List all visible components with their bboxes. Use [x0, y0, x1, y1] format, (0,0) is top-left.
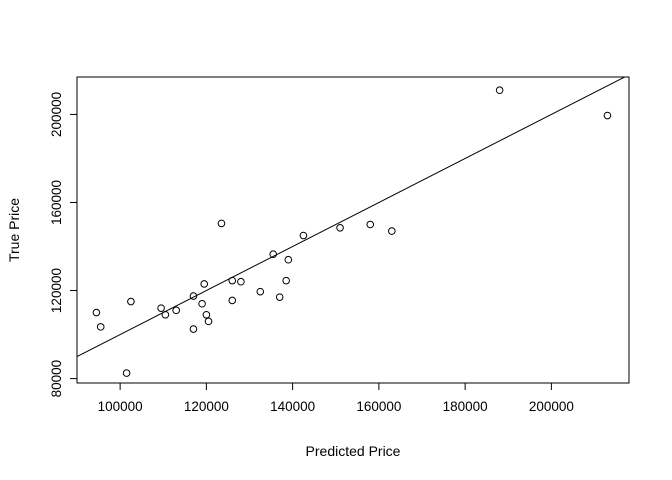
y-axis: 80000 120000 160000 200000 [49, 92, 78, 398]
plot-frame [76, 76, 630, 384]
data-point [200, 280, 209, 288]
data-point [157, 304, 165, 312]
data-point [92, 308, 101, 317]
data-point [189, 325, 198, 333]
data-point [284, 255, 293, 264]
data-point [256, 287, 265, 296]
data-point [237, 277, 245, 286]
data-point [202, 310, 211, 319]
data-point [388, 227, 396, 235]
x-tick-label: 180000 [443, 399, 488, 414]
data-point [127, 297, 135, 306]
data-point [228, 296, 237, 305]
y-tick-label: 160000 [49, 180, 64, 225]
data-point [366, 220, 375, 229]
data-point [269, 250, 278, 259]
data-point [495, 86, 504, 95]
data-point [172, 306, 180, 315]
x-axis-title: Predicted Price [306, 443, 401, 459]
data-point [198, 299, 206, 308]
y-tick-label: 200000 [49, 92, 64, 137]
data-point [161, 310, 170, 319]
x-tick-label: 160000 [356, 399, 401, 414]
data-point [228, 276, 237, 285]
data-point [122, 369, 131, 377]
data-point [282, 276, 290, 285]
x-tick-label: 200000 [529, 399, 574, 414]
data-point [603, 111, 612, 120]
y-tick-label: 120000 [49, 268, 64, 313]
x-tick-label: 140000 [270, 399, 315, 414]
data-point [217, 219, 226, 228]
data-point [96, 323, 105, 331]
fit-line [77, 77, 626, 358]
data-point [299, 231, 308, 240]
data-point [204, 317, 213, 326]
x-tick-label: 120000 [184, 399, 229, 414]
data-point [189, 292, 198, 300]
data-point [275, 293, 284, 301]
x-tick-label: 100000 [98, 399, 143, 414]
x-axis: 100000 120000 140000 160000 180000 200000 [98, 382, 574, 414]
y-axis-title: True Price [6, 198, 22, 262]
y-tick-label: 80000 [49, 360, 64, 398]
data-point [336, 223, 344, 232]
